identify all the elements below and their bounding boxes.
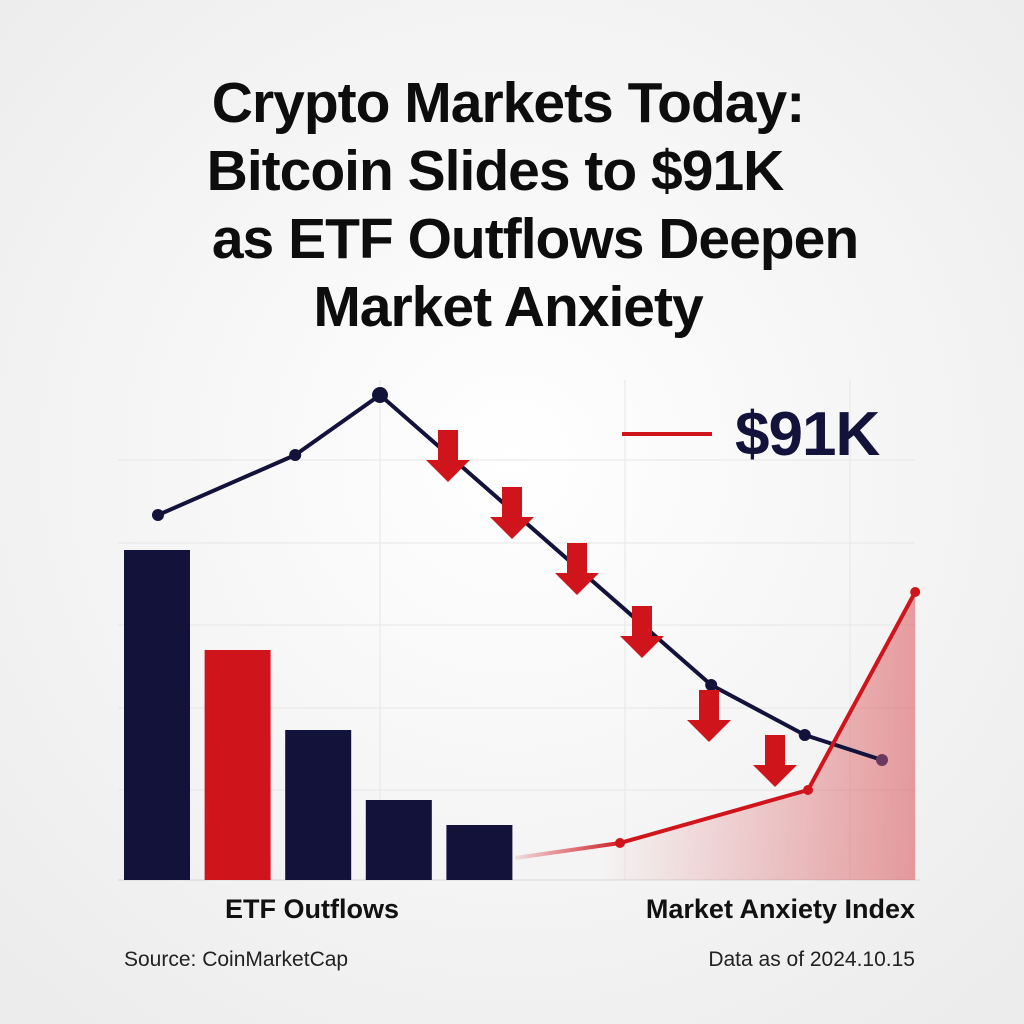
down-arrow bbox=[555, 543, 599, 595]
point bbox=[798, 729, 811, 741]
line bbox=[157, 393, 883, 762]
point bbox=[372, 387, 388, 403]
line-label: Market Anxiety Index bbox=[646, 894, 915, 924]
title-line: as ETF Outflows Deepen bbox=[212, 207, 858, 271]
down-arrows bbox=[426, 430, 797, 787]
point bbox=[910, 587, 921, 597]
bar bbox=[446, 825, 513, 880]
down-arrow bbox=[753, 735, 797, 787]
bar bbox=[204, 650, 271, 880]
marks bbox=[124, 387, 921, 880]
bar bbox=[124, 550, 190, 880]
bar bbox=[285, 730, 352, 880]
down-arrow bbox=[426, 430, 470, 482]
source: Source: CoinMarketCap bbox=[124, 948, 348, 971]
title-line: Market Anxiety bbox=[313, 275, 704, 339]
date-note: Data as of 2024.10.15 bbox=[708, 948, 915, 971]
point bbox=[803, 785, 813, 795]
point bbox=[152, 509, 164, 521]
bar bbox=[365, 800, 432, 880]
point bbox=[615, 838, 625, 848]
legend-label: $91K bbox=[735, 400, 880, 469]
line bbox=[514, 591, 917, 860]
title-line: Bitcoin Slides to $91K bbox=[207, 139, 784, 203]
down-arrow bbox=[490, 487, 534, 539]
bar-label: ETF Outflows bbox=[225, 894, 399, 924]
point bbox=[705, 679, 718, 691]
down-arrow bbox=[620, 606, 664, 658]
down-arrow bbox=[687, 690, 731, 742]
point bbox=[876, 754, 888, 766]
point bbox=[289, 449, 302, 461]
title-line: Crypto Markets Today: bbox=[212, 71, 804, 135]
area bbox=[515, 592, 916, 880]
